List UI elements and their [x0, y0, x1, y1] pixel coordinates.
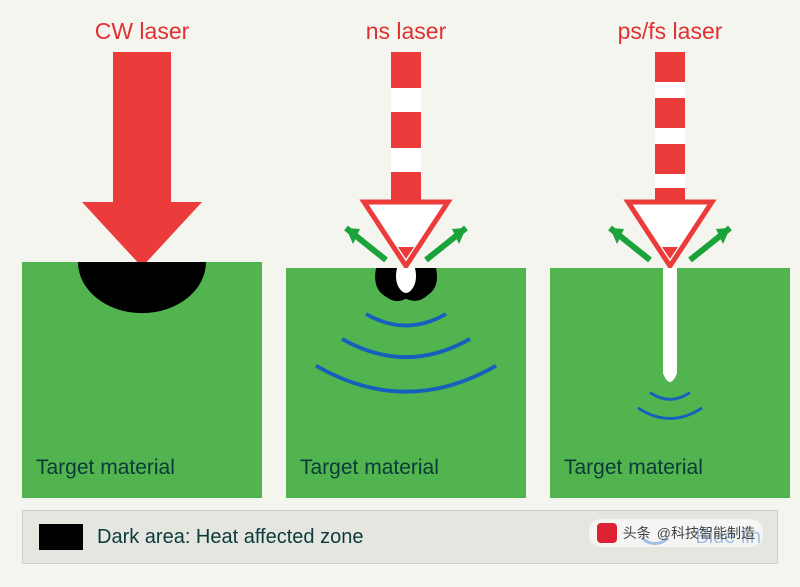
panel-psfs-title: ps/fs laser — [618, 18, 723, 48]
panel-cw: CW laser Target material — [22, 18, 262, 498]
panel-psfs: ps/fs laser — [550, 18, 790, 498]
panels-row: CW laser Target material ns laser — [22, 18, 778, 498]
panel-ns: ns laser — [286, 18, 526, 498]
panel-cw-material-label: Target material — [36, 456, 175, 480]
watermark-logo-icon — [597, 523, 617, 543]
panel-cw-title: CW laser — [95, 18, 190, 48]
watermark-text: @科技智能制造 — [657, 523, 755, 543]
legend-dark-label: Dark area: Heat affected zone — [97, 526, 363, 549]
legend-dark-swatch — [39, 524, 83, 550]
panel-psfs-material-label: Target material — [564, 456, 703, 480]
legend-bar: Dark area: Heat affected zone Blue lin 头… — [22, 510, 778, 564]
panel-psfs-material: Target material — [550, 268, 790, 498]
panel-ns-material: Target material — [286, 268, 526, 498]
panel-cw-beam — [22, 52, 262, 262]
watermark-prefix: 头条 — [623, 523, 651, 543]
panel-ns-material-label: Target material — [300, 456, 439, 480]
panel-ns-beam — [286, 52, 526, 268]
panel-ns-title: ns laser — [366, 18, 447, 48]
panel-psfs-beam — [550, 52, 790, 268]
panel-cw-material: Target material — [22, 262, 262, 498]
watermark: 头条 @科技智能制造 — [589, 519, 763, 547]
